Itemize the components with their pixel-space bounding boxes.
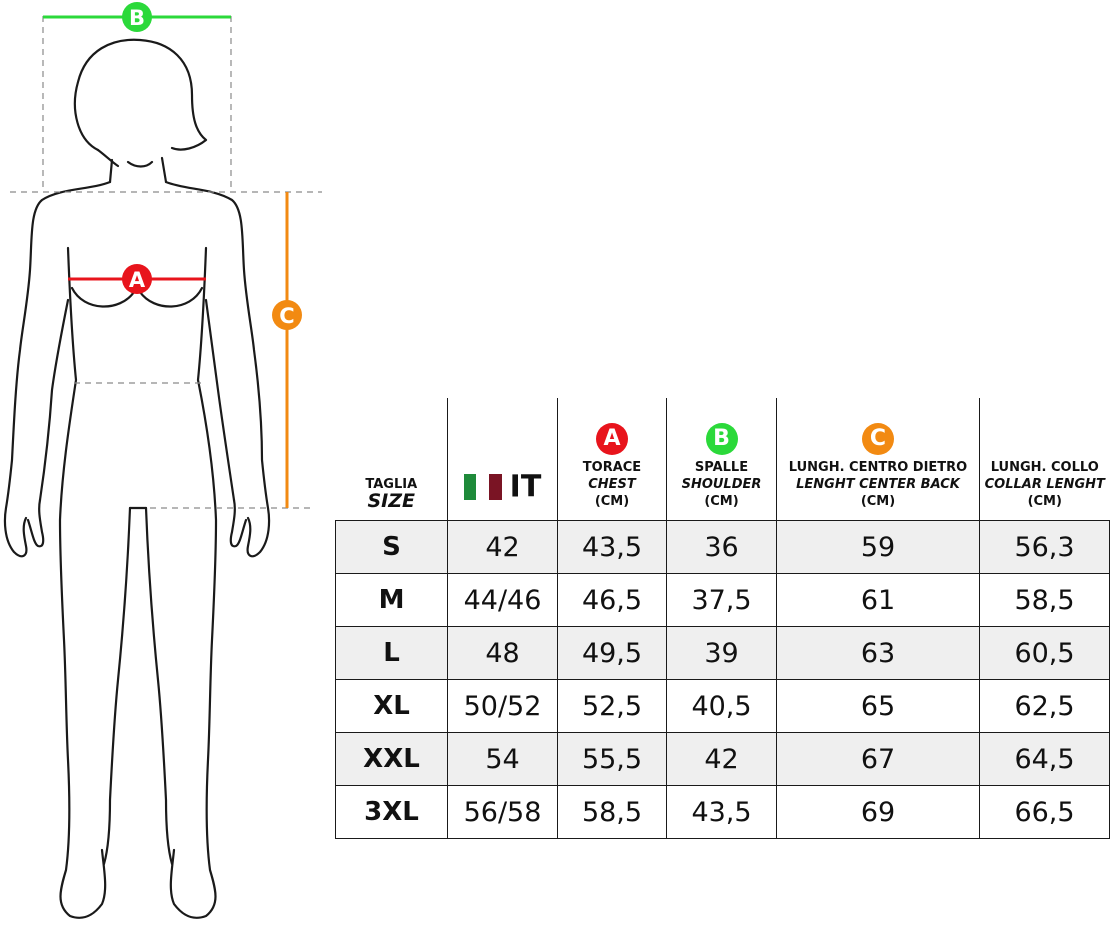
svg-text:B: B [129,6,145,30]
cell-size: 3XL [335,785,448,839]
cell-collar-length: 58,5 [979,573,1110,627]
table-row: S 42 43,5 36 59 56,3 [335,520,1110,574]
header-collar-en: COLLAR LENGHT [984,477,1105,492]
table-row: L 48 49,5 39 63 60,5 [335,626,1110,680]
cell-it: 54 [447,732,558,786]
table-row: XL 50/52 52,5 40,5 65 62,5 [335,679,1110,733]
cell-collar-length: 60,5 [979,626,1110,680]
cell-chest: 46,5 [557,573,667,627]
head-outline [73,38,208,152]
cell-chest: 58,5 [557,785,667,839]
header-size-it: TAGLIA [365,477,418,492]
cell-collar-length: 56,3 [979,520,1110,574]
cell-shoulder: 42 [666,732,777,786]
size-chart-table: TAGLIA SIZE IT A TORACE CHEST (CM) B SPA… [335,398,1110,839]
cell-back-length: 59 [776,520,980,574]
cell-size: S [335,520,448,574]
cell-chest: 49,5 [557,626,667,680]
cell-collar-length: 66,5 [979,785,1110,839]
cell-shoulder: 36 [666,520,777,574]
cell-chest: 52,5 [557,679,667,733]
header-collar-unit: (CM) [1027,494,1062,509]
header-collar-it: LUNGH. COLLO [990,460,1099,475]
header-shoulder-unit: (CM) [704,494,739,509]
cell-back-length: 67 [776,732,980,786]
header-back-unit: (CM) [860,494,896,509]
cell-back-length: 69 [776,785,980,839]
cell-shoulder: 40,5 [666,679,777,733]
cell-chest: 43,5 [557,520,667,574]
marker-c-icon: C [862,423,894,455]
marker-b-icon: B [705,423,738,455]
marker-a-icon: A [596,423,628,455]
cell-chest: 55,5 [557,732,667,786]
cell-shoulder: 39 [666,626,777,680]
header-shoulder-it: SPALLE [694,460,749,475]
header-shoulder-en: SHOULDER [681,477,762,492]
table-row: M 44/46 46,5 37,5 61 58,5 [335,573,1110,627]
header-shoulder: B SPALLE SHOULDER (CM) [666,398,777,521]
table-row: 3XL 56/58 58,5 43,5 69 66,5 [335,785,1110,839]
table-header-row: TAGLIA SIZE IT A TORACE CHEST (CM) B SPA… [335,398,1110,521]
header-size: TAGLIA SIZE [335,398,448,521]
header-it-label: IT [509,469,542,505]
svg-text:A: A [129,268,146,292]
cell-it: 42 [447,520,558,574]
header-chest-en: CHEST [588,477,636,492]
cell-it: 48 [447,626,558,680]
header-chest: A TORACE CHEST (CM) [557,398,667,521]
cell-back-length: 65 [776,679,980,733]
cell-it: 56/58 [447,785,558,839]
svg-text:C: C [279,304,294,328]
cell-shoulder: 43,5 [666,785,777,839]
cell-collar-length: 64,5 [979,732,1110,786]
header-back-en: LENGHT CENTER BACK [796,477,960,492]
cell-size: XXL [335,732,448,786]
torso-left [3,180,112,558]
table-row: XXL 54 55,5 42 67 64,5 [335,732,1110,786]
header-it: IT [447,398,558,521]
cell-size: L [335,626,448,680]
torso-right [164,180,271,558]
header-collar-length: LUNGH. COLLO COLLAR LENGHT (CM) [979,398,1110,521]
cell-back-length: 63 [776,626,980,680]
body-measurement-figure: B A C [3,2,322,919]
cell-size: M [335,573,448,627]
header-chest-unit: (CM) [594,494,630,509]
cell-size: XL [335,679,448,733]
marker-a-icon: A [122,264,152,294]
marker-b-icon: B [122,2,152,32]
header-size-en: SIZE [367,490,415,512]
header-back-length: C LUNGH. CENTRO DIETRO LENGHT CENTER BAC… [776,398,980,521]
cell-back-length: 61 [776,573,980,627]
header-chest-it: TORACE [582,460,642,475]
cell-shoulder: 37,5 [666,573,777,627]
italy-flag-icon [463,474,502,500]
cell-it: 44/46 [447,573,558,627]
marker-c-icon: C [272,300,302,330]
header-back-it: LUNGH. CENTRO DIETRO [788,460,968,475]
cell-it: 50/52 [447,679,558,733]
cell-collar-length: 62,5 [979,679,1110,733]
